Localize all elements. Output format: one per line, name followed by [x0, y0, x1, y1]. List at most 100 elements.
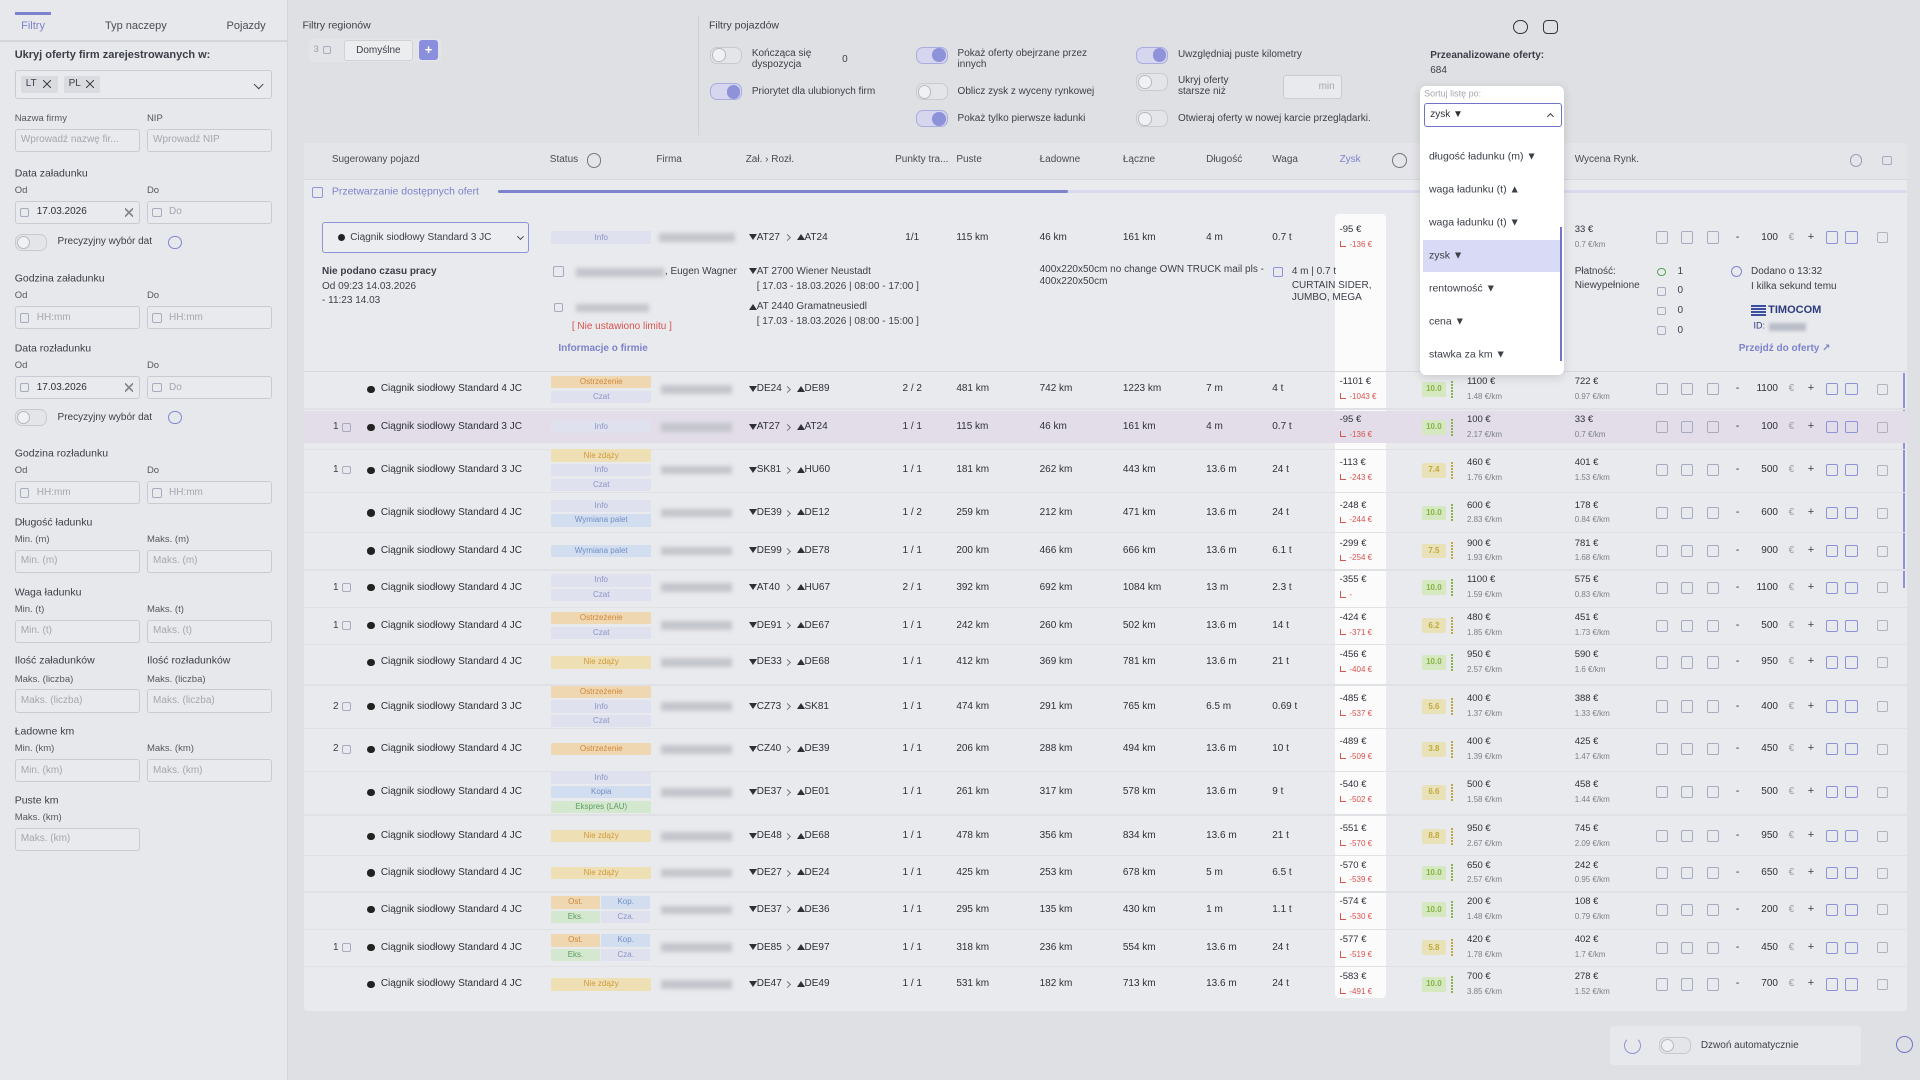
cell: 578 km	[1122, 785, 1156, 797]
toggle-knob	[1152, 48, 1167, 62]
increase-button[interactable]: +	[1807, 977, 1815, 990]
column-header[interactable]: Sugerowany pojazd	[331, 154, 420, 166]
decrease-button[interactable]: -	[1735, 382, 1740, 395]
minutes-input[interactable]	[1283, 74, 1343, 100]
input[interactable]	[146, 128, 272, 152]
market-per-km: 1.53 €/km	[1574, 472, 1610, 482]
sidebar-tab[interactable]: Filtry	[21, 20, 45, 33]
cell: 834 km	[1122, 830, 1156, 842]
cell: 443 km	[1122, 463, 1156, 475]
preset-pill[interactable]	[344, 40, 413, 62]
sidebar-tab[interactable]: Pojazdy	[226, 20, 266, 33]
column-header[interactable]: Długość	[1206, 154, 1243, 166]
currency: €	[1788, 544, 1795, 556]
increase-button[interactable]: +	[1807, 699, 1815, 712]
input[interactable]	[146, 549, 272, 574]
column-header[interactable]: Firma	[656, 154, 682, 166]
input[interactable]	[14, 375, 140, 400]
input[interactable]	[146, 481, 272, 505]
decrease-button[interactable]: -	[1735, 977, 1740, 990]
decrease-button[interactable]: -	[1735, 829, 1740, 842]
increase-button[interactable]: +	[1807, 829, 1815, 842]
column-header[interactable]: Ładowne	[1039, 154, 1081, 166]
profit: -248 €	[1339, 499, 1367, 511]
column-header[interactable]: Waga	[1272, 154, 1298, 166]
column-header[interactable]: Łączne	[1122, 154, 1156, 166]
input[interactable]	[14, 200, 140, 225]
decrease-button[interactable]: -	[1735, 742, 1740, 755]
column-header[interactable]: Zysk	[1339, 154, 1361, 166]
input[interactable]	[146, 375, 272, 400]
increase-button[interactable]: +	[1807, 382, 1815, 395]
increase-button[interactable]: +	[1807, 420, 1815, 433]
delete-button	[1876, 383, 1888, 395]
input[interactable]	[146, 619, 272, 643]
route-arrow	[749, 788, 758, 795]
increase-button[interactable]: +	[1807, 230, 1815, 243]
column-header[interactable]: Puste	[956, 154, 982, 166]
increase-button[interactable]: +	[1807, 940, 1815, 953]
column-header[interactable]: Zał. › Rozł.	[745, 154, 795, 166]
status-tag	[551, 771, 652, 784]
column-header[interactable]: Punkty tra...	[895, 154, 949, 166]
cell: 1 / 1	[902, 903, 922, 915]
action-button	[1681, 544, 1694, 558]
cell: 46 km	[1039, 421, 1067, 433]
decrease-button[interactable]: -	[1735, 506, 1740, 519]
increase-button[interactable]: +	[1807, 544, 1815, 557]
input[interactable]	[146, 306, 272, 330]
input[interactable]	[14, 549, 140, 574]
company-info-link[interactable]: Informacje o firmie	[558, 342, 648, 354]
go-to-offer-link[interactable]: Przejdź do oferty ↗	[1738, 342, 1831, 354]
input[interactable]	[14, 759, 140, 783]
decrease-button[interactable]: -	[1735, 866, 1740, 879]
input[interactable]	[14, 689, 140, 713]
decrease-button[interactable]: -	[1735, 463, 1740, 476]
increase-button[interactable]: +	[1807, 742, 1815, 755]
decrease-button[interactable]: -	[1735, 544, 1740, 557]
decrease-button[interactable]: -	[1735, 655, 1740, 668]
input[interactable]	[14, 619, 140, 643]
increase-button[interactable]: +	[1807, 785, 1815, 798]
input[interactable]	[14, 128, 140, 152]
price-per-km: 1.58 €/km	[1466, 794, 1503, 804]
decrease-button[interactable]: -	[1735, 940, 1740, 953]
input[interactable]	[146, 759, 272, 783]
chip-remove[interactable]	[42, 79, 52, 89]
market-price: 388 €	[1574, 693, 1599, 705]
status-tag	[551, 375, 652, 389]
column-header[interactable]: Status	[549, 154, 579, 166]
increase-button[interactable]: +	[1807, 463, 1815, 476]
profit-market: -1043 €	[1349, 391, 1377, 401]
decrease-button[interactable]: -	[1735, 580, 1740, 593]
currency: €	[1788, 231, 1795, 243]
input[interactable]	[14, 481, 140, 505]
increase-button[interactable]: +	[1807, 902, 1815, 915]
decrease-button[interactable]: -	[1735, 420, 1740, 433]
decrease-button[interactable]: -	[1735, 618, 1740, 631]
increase-button[interactable]: +	[1807, 618, 1815, 631]
sort-select[interactable]	[1424, 102, 1563, 128]
input[interactable]	[14, 827, 140, 851]
input[interactable]	[146, 689, 272, 713]
input[interactable]	[146, 200, 272, 225]
input-clear[interactable]	[124, 208, 134, 217]
vehicle-select[interactable]	[322, 221, 529, 254]
input-clear[interactable]	[124, 383, 134, 392]
decrease-button[interactable]: -	[1735, 902, 1740, 915]
sidebar-tab[interactable]: Typ naczepy	[105, 20, 167, 33]
decrease-button[interactable]: -	[1735, 699, 1740, 712]
price-per-km: 2.83 €/km	[1466, 515, 1503, 525]
column-header[interactable]: Wycena Rynk.	[1574, 154, 1640, 166]
add-button[interactable]	[418, 40, 439, 60]
market-per-km: 1.52 €/km	[1574, 986, 1610, 996]
input[interactable]	[14, 306, 140, 330]
increase-button[interactable]: +	[1807, 655, 1815, 668]
increase-button[interactable]: +	[1807, 866, 1815, 879]
decrease-button[interactable]: -	[1735, 785, 1740, 798]
increase-button[interactable]: +	[1807, 580, 1815, 593]
increase-button[interactable]: +	[1807, 506, 1815, 519]
decrease-button[interactable]: -	[1735, 230, 1740, 243]
chip-remove[interactable]	[85, 79, 95, 89]
filter-label: Pokaż oferty obejrzane przez innych	[957, 47, 1088, 71]
